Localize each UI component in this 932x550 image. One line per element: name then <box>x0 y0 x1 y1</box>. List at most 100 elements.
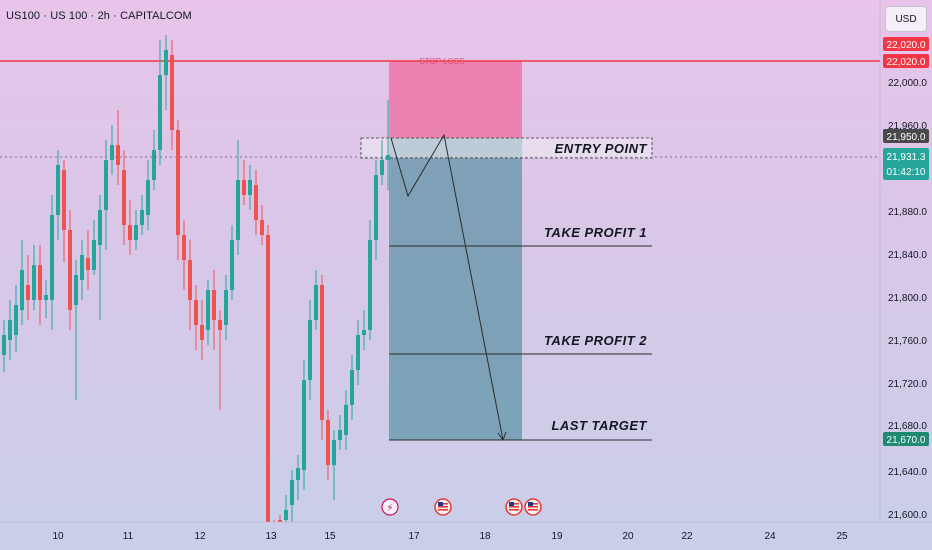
svg-text:01:42:10: 01:42:10 <box>887 167 926 178</box>
candle-body <box>368 240 372 330</box>
candle-body <box>176 130 180 235</box>
target-price-tag: 21,670.0 <box>883 432 929 446</box>
candle-body <box>230 240 234 290</box>
candle-body <box>140 210 144 225</box>
projection-arrowhead <box>497 431 507 442</box>
take-profit-1-label: TAKE PROFIT 1 <box>544 225 647 240</box>
price-tick: 21,880.0 <box>888 207 927 218</box>
candle-body <box>350 370 354 405</box>
price-tick: 21,680.0 <box>888 421 927 432</box>
candle-body <box>104 160 108 210</box>
stop-loss-price-tag: 22,020.0 <box>883 54 929 68</box>
candle-body <box>194 300 198 325</box>
last-target-label: LAST TARGET <box>551 418 647 433</box>
svg-text:⚡: ⚡ <box>386 503 393 514</box>
candle-body <box>362 330 366 335</box>
stop-loss-price-tag: 22,020.0 <box>883 37 929 51</box>
candle-body <box>38 265 42 300</box>
time-axis[interactable]: 10 11 12 13 15 17 18 19 20 22 24 25 <box>0 521 932 542</box>
candle-body <box>32 265 36 300</box>
candle-body <box>2 335 6 355</box>
time-tick: 25 <box>836 531 848 542</box>
time-tick: 11 <box>123 531 134 542</box>
event-icons: ⚡ <box>381 498 542 516</box>
time-tick: 17 <box>408 531 420 542</box>
stop-loss-zone <box>389 61 522 138</box>
time-tick: 19 <box>551 531 563 542</box>
candle-body <box>242 180 246 195</box>
candle-body <box>356 335 360 370</box>
price-tick: 21,800.0 <box>888 293 927 304</box>
time-tick: 20 <box>622 531 634 542</box>
price-tick: 21,840.0 <box>888 250 927 261</box>
svg-text:21,950.0: 21,950.0 <box>887 132 926 143</box>
candle-body <box>62 170 66 230</box>
stop-loss-label: STOP LOSS <box>419 57 464 66</box>
candle-body <box>260 220 264 235</box>
candle-body <box>224 290 228 325</box>
candle-body <box>326 420 330 465</box>
time-tick: 13 <box>265 531 277 542</box>
candle-body <box>134 225 138 240</box>
price-tick: 21,640.0 <box>888 467 927 478</box>
candle-body <box>80 255 84 280</box>
candle-body <box>386 155 390 160</box>
svg-text:21,670.0: 21,670.0 <box>887 435 926 446</box>
candle-body <box>296 468 300 480</box>
candle-body <box>86 258 90 270</box>
price-tick: 21,600.0 <box>888 510 927 521</box>
candle-body <box>218 320 222 330</box>
price-axis[interactable]: 22,000.0 21,960.0 21,880.0 21,840.0 21,8… <box>879 0 929 522</box>
price-tick: 21,960.0 <box>888 121 927 132</box>
candle-body <box>278 520 282 522</box>
us-flag-icon[interactable] <box>505 498 523 516</box>
candle-body <box>128 225 132 240</box>
candle-body <box>236 180 240 240</box>
time-tick: 12 <box>194 531 206 542</box>
candle-body <box>20 270 24 310</box>
time-tick: 10 <box>52 531 64 542</box>
projection-path[interactable] <box>390 133 504 441</box>
currency-button[interactable]: USD <box>885 6 927 32</box>
time-tick: 15 <box>324 531 336 542</box>
candle-body <box>110 145 114 160</box>
candle-body <box>302 380 306 470</box>
candle-body <box>164 50 168 75</box>
take-profit-2-label: TAKE PROFIT 2 <box>544 333 647 348</box>
candle-body <box>332 440 336 465</box>
candle-body <box>74 275 78 305</box>
us-flag-icon[interactable] <box>434 498 452 516</box>
candle-body <box>68 230 72 310</box>
time-tick: 18 <box>479 531 491 542</box>
candle-body <box>206 290 210 330</box>
candle-body <box>200 325 204 340</box>
price-tick: 21,760.0 <box>888 336 927 347</box>
symbol-title[interactable]: US100 · US 100 · 2h · CAPITALCOM <box>6 10 192 22</box>
candle-body <box>284 510 288 520</box>
candle-body <box>158 75 162 150</box>
us-flag-icon[interactable] <box>524 498 542 516</box>
candle-body <box>92 240 96 270</box>
entry-price-tag: 21,950.0 <box>883 129 929 143</box>
price-tick: 21,720.0 <box>888 379 927 390</box>
candle-body <box>26 285 30 300</box>
svg-text:21,931.3: 21,931.3 <box>887 152 926 163</box>
svg-text:22,020.0: 22,020.0 <box>887 40 926 51</box>
candle-body <box>50 215 54 300</box>
lightning-icon[interactable]: ⚡ <box>381 498 399 516</box>
candle-body <box>254 185 258 220</box>
candle-body <box>188 260 192 300</box>
price-tick: 22,000.0 <box>888 78 927 89</box>
candle-body <box>146 180 150 215</box>
candle-body <box>308 320 312 380</box>
candle-body <box>212 290 216 320</box>
svg-text:22,020.0: 22,020.0 <box>887 57 926 68</box>
target-zone <box>389 138 522 440</box>
current-price-tag: 21,931.3 01:42:10 <box>883 148 929 180</box>
candle-body <box>182 235 186 260</box>
candle-body <box>44 295 48 300</box>
candle-body <box>14 305 18 335</box>
candle-body <box>56 165 60 215</box>
